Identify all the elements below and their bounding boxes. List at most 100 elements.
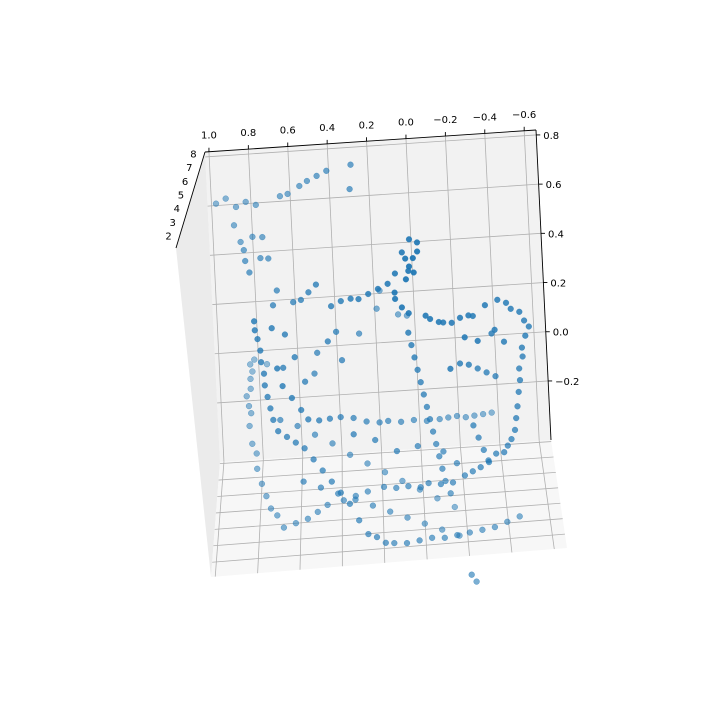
data-point	[494, 296, 501, 303]
data-point	[426, 315, 434, 323]
x-grid-line	[208, 151, 225, 462]
data-point	[461, 472, 469, 479]
data-point	[409, 254, 416, 262]
data-point	[500, 338, 508, 345]
data-point	[355, 295, 362, 303]
data-point	[471, 412, 478, 419]
data-point	[468, 571, 475, 578]
data-point	[329, 440, 336, 447]
data-point	[258, 480, 266, 487]
data-point	[411, 354, 418, 361]
data-point	[304, 515, 312, 522]
data-point	[257, 359, 265, 366]
y-floor-grid-line	[217, 472, 556, 497]
data-point	[416, 486, 424, 493]
data-point	[422, 312, 429, 319]
data-point	[324, 501, 331, 509]
x-floor-grid-line	[459, 445, 470, 556]
z-tick-labels: 0.8 0.6 0.4 0.2 0.0 −0.2	[536, 131, 579, 388]
data-point	[522, 332, 529, 339]
back-pane	[205, 130, 551, 462]
data-point	[310, 456, 317, 463]
data-point	[466, 529, 473, 536]
x-grid-line	[247, 149, 264, 460]
data-point	[417, 379, 424, 386]
data-point	[365, 530, 372, 538]
data-point	[513, 414, 520, 422]
x-tick-label: 0.6	[280, 126, 296, 137]
data-point	[324, 338, 331, 345]
data-point	[519, 353, 526, 360]
data-point	[243, 393, 250, 400]
data-point	[436, 415, 443, 423]
data-point	[275, 428, 282, 435]
y-floor-grid-line	[214, 502, 561, 530]
data-point	[516, 365, 523, 372]
data-point	[414, 442, 421, 450]
data-point	[288, 394, 296, 402]
x-floor-grid-line	[214, 461, 225, 577]
data-point	[326, 415, 334, 422]
data-point	[516, 376, 524, 384]
data-point	[516, 513, 523, 520]
data-point	[391, 295, 399, 303]
data-point	[264, 393, 271, 401]
data-point	[352, 496, 359, 503]
data-point	[319, 467, 326, 474]
y-floor-grid-line	[213, 518, 563, 547]
x-floor-grid-line	[299, 456, 304, 570]
data-point	[301, 445, 308, 452]
data-point	[420, 391, 427, 398]
data-point	[447, 365, 454, 372]
x-floor-grid-line	[499, 443, 513, 553]
data-point	[335, 490, 342, 497]
z-grid-line	[209, 232, 542, 256]
data-point	[441, 534, 448, 541]
x-floor-grid-line	[257, 459, 264, 574]
data-point	[337, 413, 344, 421]
data-point	[403, 312, 411, 319]
data-point	[297, 296, 305, 304]
data-point	[259, 233, 266, 241]
data-point	[283, 433, 291, 441]
data-point	[465, 361, 472, 368]
data-point	[474, 365, 481, 372]
data-point	[515, 388, 522, 396]
data-point	[423, 403, 431, 411]
data-point	[405, 267, 412, 275]
data-point	[391, 289, 398, 296]
data-point	[316, 417, 323, 424]
data-point	[426, 416, 434, 423]
data-point	[242, 198, 249, 206]
data-point	[291, 354, 298, 361]
data-point	[276, 193, 284, 200]
data-point	[394, 311, 402, 318]
data-point	[232, 203, 240, 211]
y-floor-grid-line	[212, 533, 565, 563]
data-point	[507, 305, 514, 312]
z-tick-label: 0.2	[550, 279, 566, 290]
data-point	[249, 440, 256, 447]
data-point	[479, 526, 486, 533]
data-point	[399, 477, 406, 485]
data-point	[508, 435, 515, 443]
data-point	[249, 368, 256, 375]
data-point	[240, 246, 247, 254]
data-point	[410, 269, 417, 276]
data-point	[273, 287, 280, 294]
data-point	[327, 303, 335, 310]
z-grid-line	[205, 134, 537, 158]
data-point	[292, 520, 300, 527]
data-point	[462, 414, 469, 421]
data-point	[347, 295, 354, 302]
data-point	[408, 341, 415, 349]
z-tick-label: 0.6	[546, 180, 562, 191]
data-point	[268, 325, 275, 332]
data-point	[246, 269, 253, 276]
y-tick-label: 2	[165, 232, 171, 243]
data-point	[461, 334, 468, 341]
z-axis-line	[535, 129, 552, 441]
data-point	[317, 484, 325, 491]
data-point	[453, 412, 461, 420]
data-point	[300, 478, 307, 485]
